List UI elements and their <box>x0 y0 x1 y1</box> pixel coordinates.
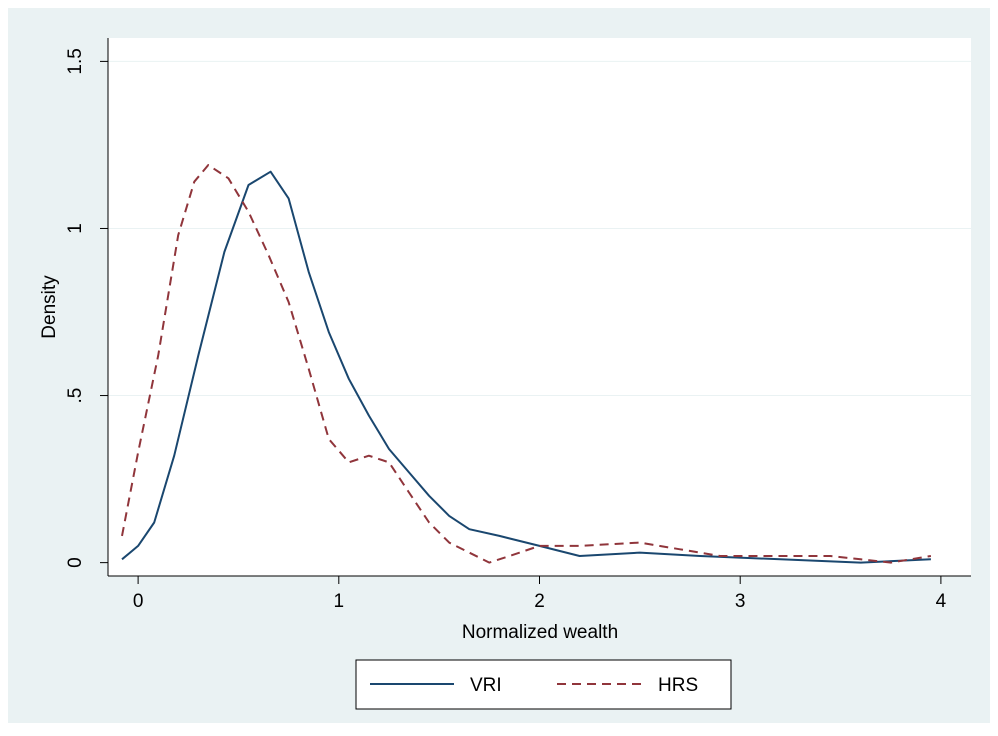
x-tick-label-3: 3 <box>735 591 746 612</box>
legend-label-vri: VRI <box>470 675 502 696</box>
x-tick-label-1: 1 <box>334 591 345 612</box>
y-axis-label: Density <box>39 275 60 339</box>
plot-area <box>108 38 971 576</box>
x-tick-label-2: 2 <box>534 591 545 612</box>
x-axis-label: Normalized wealth <box>462 622 618 643</box>
series-line-hrs <box>121 164 932 564</box>
legend: VRI HRS <box>355 659 732 710</box>
y-tick-label-3: 1.5 <box>65 48 86 74</box>
legend-label-hrs: HRS <box>658 675 698 696</box>
x-tick-label-0: 0 <box>133 591 144 612</box>
series-line-vri <box>121 170 931 564</box>
gridlines <box>108 60 971 397</box>
y-ticks: 0 .5 1 1.5 <box>65 48 108 568</box>
x-tick-label-4: 4 <box>936 591 947 612</box>
y-tick-label-0: 0 <box>65 557 86 568</box>
x-ticks: 0 1 2 3 4 <box>133 576 947 612</box>
y-tick-label-1: .5 <box>65 388 86 404</box>
y-tick-label-2: 1 <box>65 223 86 234</box>
series-lines <box>121 164 932 564</box>
